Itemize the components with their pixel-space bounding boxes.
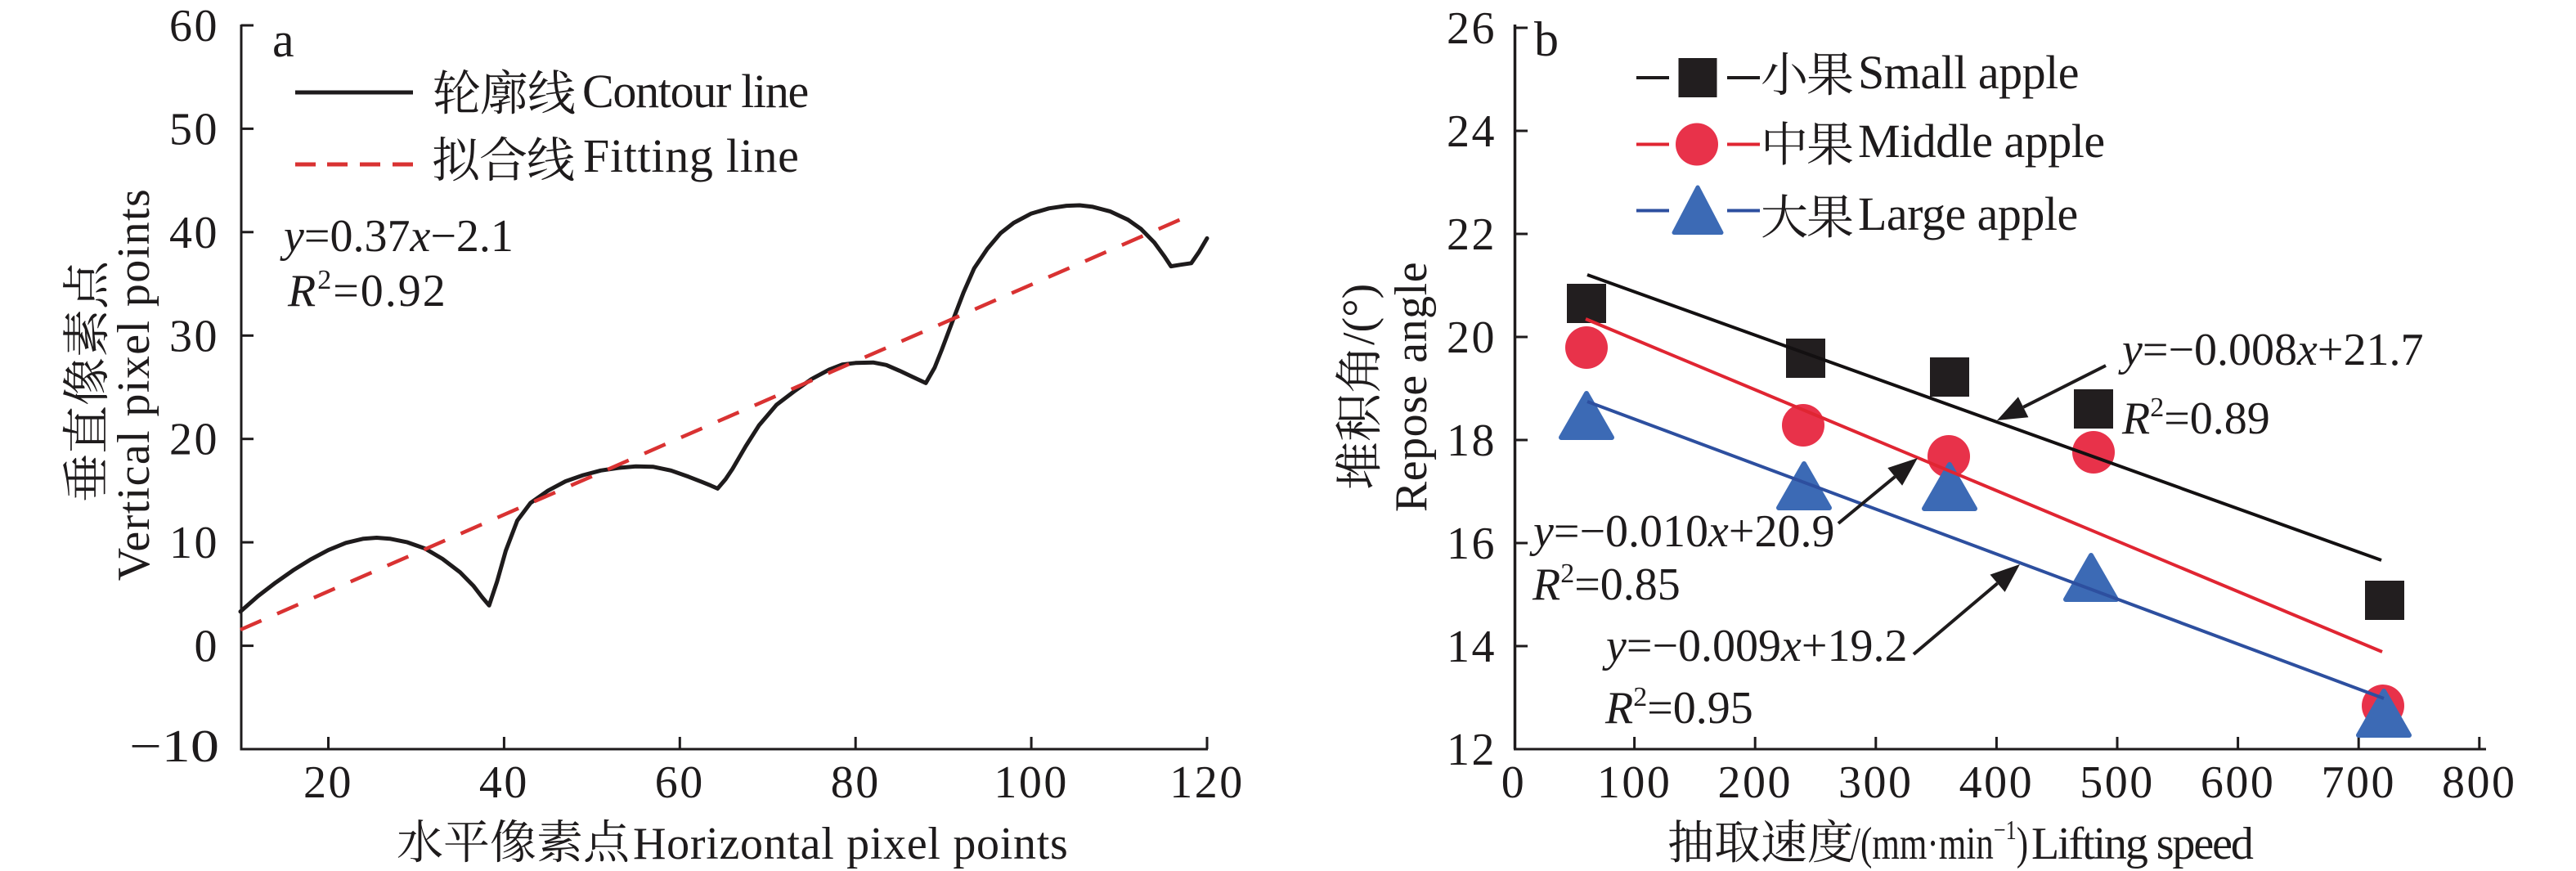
svg-text:a: a	[272, 13, 294, 67]
svg-text:20: 20	[169, 415, 219, 465]
svg-text:Small apple: Small apple	[1858, 46, 2079, 99]
svg-text:R2=0.95: R2=0.95	[1604, 682, 1753, 734]
svg-text:24: 24	[1447, 106, 1497, 157]
svg-text:Repose angle: Repose angle	[1386, 262, 1437, 512]
svg-text:y=−0.008x+21.7: y=−0.008x+21.7	[2118, 325, 2423, 375]
svg-text:b: b	[1534, 12, 1559, 66]
svg-text:0: 0	[195, 622, 220, 672]
svg-text:400: 400	[1959, 757, 2035, 808]
svg-text:Lifting speed: Lifting speed	[2031, 819, 2254, 869]
svg-text:26: 26	[1447, 3, 1497, 54]
svg-text:100: 100	[1597, 757, 1672, 808]
svg-text:Fitting line: Fitting line	[583, 129, 800, 182]
svg-text:700: 700	[2321, 757, 2396, 808]
svg-text:14: 14	[1447, 622, 1497, 672]
svg-text:R2=0.92: R2=0.92	[287, 265, 447, 317]
svg-text:200: 200	[1717, 757, 1793, 808]
svg-text:−10: −10	[129, 721, 219, 772]
svg-text:60: 60	[169, 1, 219, 52]
svg-text:R2=0.85: R2=0.85	[1532, 559, 1681, 610]
svg-text:Middle apple: Middle apple	[1858, 114, 2105, 168]
svg-text:500: 500	[2080, 757, 2155, 808]
svg-text:600: 600	[2201, 757, 2276, 808]
svg-text:60: 60	[655, 757, 705, 808]
svg-text:Horizontal pixel points: Horizontal pixel points	[633, 819, 1068, 869]
svg-text:80: 80	[831, 757, 881, 808]
svg-text:/(°): /(°)	[1334, 284, 1384, 345]
svg-text:20: 20	[303, 757, 353, 808]
svg-text:Large apple: Large apple	[1858, 187, 2078, 240]
svg-text:Vertical pixel points: Vertical pixel points	[109, 188, 159, 581]
svg-text:40: 40	[479, 757, 529, 808]
svg-text:800: 800	[2442, 757, 2517, 808]
svg-text:y=0.37x−2.1: y=0.37x−2.1	[280, 211, 514, 262]
svg-text:50: 50	[169, 104, 219, 155]
svg-text:30: 30	[169, 311, 219, 361]
svg-text:22: 22	[1447, 209, 1497, 260]
svg-text:0: 0	[1501, 757, 1527, 808]
svg-text:Contour line: Contour line	[582, 65, 808, 118]
svg-text:y=−0.009x+19.2: y=−0.009x+19.2	[1602, 621, 1907, 671]
svg-text:20: 20	[1447, 312, 1497, 363]
svg-text:100: 100	[994, 757, 1069, 808]
svg-text:300: 300	[1838, 757, 1914, 808]
svg-text:120: 120	[1169, 757, 1245, 808]
svg-text:y=−0.010x+20.9: y=−0.010x+20.9	[1529, 506, 1834, 557]
svg-text:16: 16	[1447, 519, 1497, 569]
svg-text:10: 10	[169, 518, 219, 568]
svg-text:40: 40	[169, 208, 219, 258]
svg-text:12: 12	[1447, 725, 1497, 775]
svg-text:R2=0.89: R2=0.89	[2121, 393, 2270, 444]
svg-text:18: 18	[1447, 415, 1497, 466]
